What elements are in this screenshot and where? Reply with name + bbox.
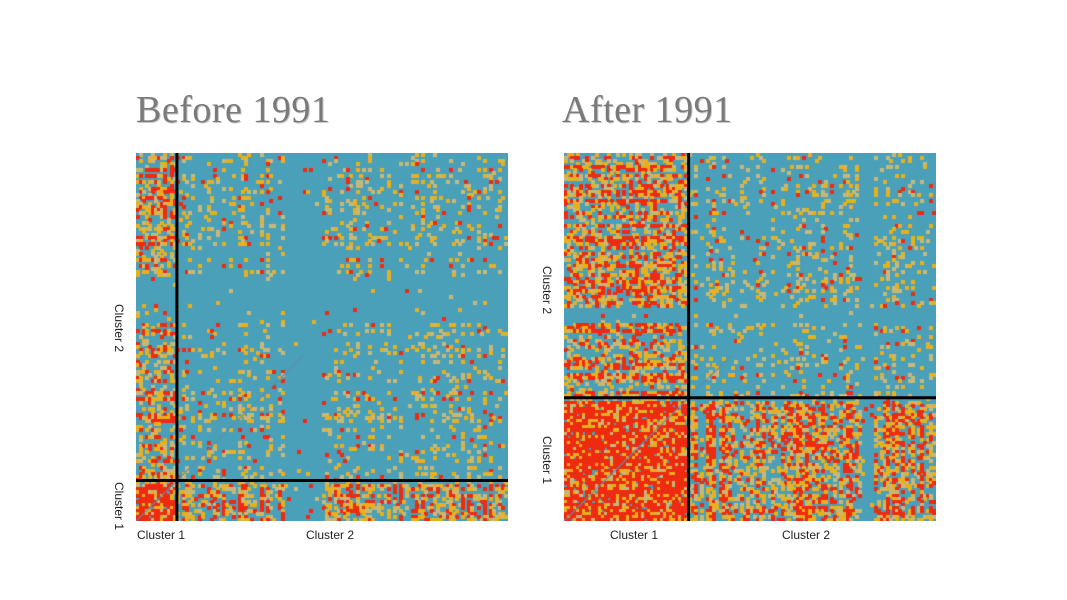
x-tick-cluster2-after: Cluster 2: [782, 528, 831, 542]
x-tick-cluster2-before: Cluster 2: [306, 528, 355, 542]
y-tick-cluster2-before: Cluster 2: [112, 304, 126, 353]
x-tick-cluster1-after: Cluster 1: [610, 528, 659, 542]
panel-title-before: Before 1991: [136, 89, 331, 131]
x-tick-cluster1-before: Cluster 1: [137, 528, 186, 542]
cluster-boundaries-before: [136, 153, 508, 521]
heatmap-before: [136, 153, 508, 521]
y-tick-cluster2-after: Cluster 2: [540, 266, 554, 315]
y-tick-cluster1-after: Cluster 1: [540, 436, 554, 485]
heatmap-cells-after: [564, 153, 936, 521]
y-tick-cluster1-before: Cluster 1: [112, 482, 126, 531]
cluster-boundaries-after: [564, 153, 936, 521]
panel-title-after: After 1991: [562, 89, 733, 131]
heatmap-after: [564, 153, 936, 521]
heatmap-cells-before: [136, 153, 508, 521]
